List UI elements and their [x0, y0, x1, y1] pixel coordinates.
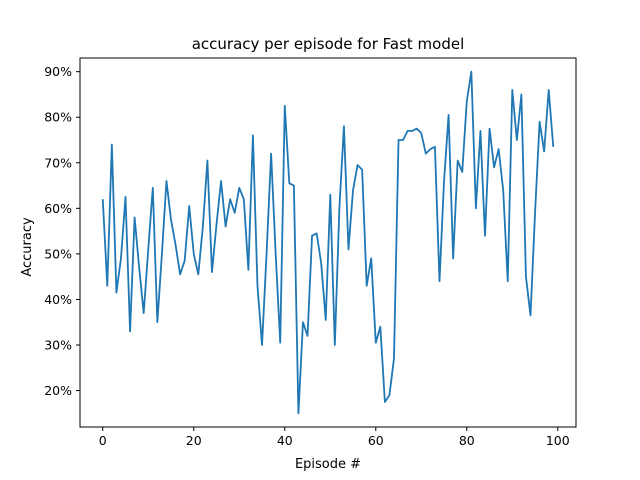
- y-axis-ticks: 20% 30% 40% 50% 60% 70% 80% 90%: [44, 64, 80, 398]
- x-tick-label: 20: [186, 433, 202, 448]
- x-tick-label: 100: [546, 433, 570, 448]
- series-group: [101, 70, 555, 415]
- y-tick-label: 80%: [44, 110, 72, 125]
- y-tick-label: 70%: [44, 155, 72, 170]
- y-tick-label: 60%: [44, 201, 72, 216]
- x-axis-label: Episode #: [295, 457, 361, 472]
- x-tick-label: 60: [368, 433, 384, 448]
- x-axis-ticks: 0 20 40 60 80 100: [99, 427, 570, 448]
- chart-title: accuracy per episode for Fast model: [192, 35, 465, 53]
- accuracy-series-line: [101, 70, 555, 415]
- y-tick-label: 90%: [44, 64, 72, 79]
- y-tick-label: 50%: [44, 246, 72, 261]
- x-tick-label: 40: [277, 433, 293, 448]
- x-tick-label: 80: [459, 433, 475, 448]
- y-tick-label: 20%: [44, 383, 72, 398]
- plot-frame: [79, 57, 577, 428]
- y-axis-label: Accuracy: [20, 217, 35, 277]
- x-tick-label: 0: [99, 433, 107, 448]
- y-tick-label: 40%: [44, 292, 72, 307]
- y-tick-label: 30%: [44, 338, 72, 353]
